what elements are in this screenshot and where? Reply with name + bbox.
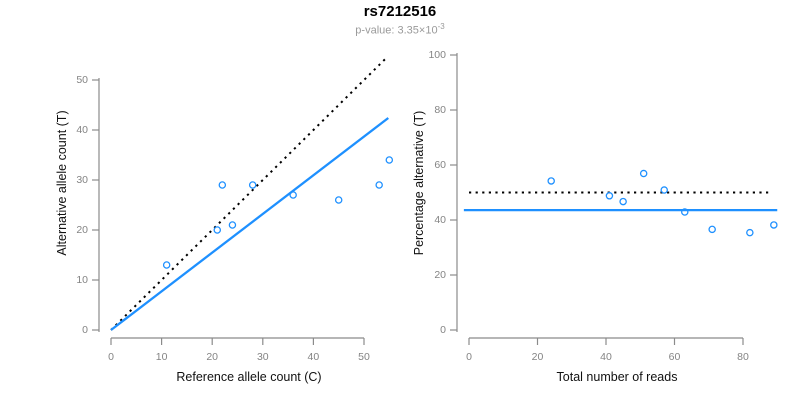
- data-point: [681, 208, 689, 216]
- pvalue-base: p-value: 3.35×10: [355, 24, 438, 37]
- data-point: [289, 191, 297, 199]
- identity-line: [110, 57, 387, 331]
- left-panel: 0 10 20 30 40 50 0 10 20 30 40 50 Reference allele c…: [55, 57, 394, 384]
- x-tick-label: 0: [466, 351, 472, 363]
- data-point: [218, 181, 227, 189]
- data-point: [162, 261, 171, 269]
- page-title: rs7212516: [363, 3, 437, 20]
- data-point: [228, 221, 237, 229]
- data-point: [708, 225, 716, 234]
- y-tick-label: 30: [76, 174, 88, 186]
- x-tick-label: 10: [156, 351, 168, 363]
- y-axis-title: Alternative allele count (T): [55, 110, 69, 255]
- x-tick-label: 60: [669, 351, 681, 363]
- data-point: [660, 186, 668, 194]
- data-point: [375, 181, 383, 189]
- y-tick-label: 40: [434, 214, 446, 226]
- y-tick-label: 80: [434, 104, 446, 116]
- right-panel: 0 20 40 60 80 100 0 20 40 60 80 Total number of rea…: [412, 49, 778, 384]
- data-point: [619, 197, 627, 206]
- y-tick-label: 60: [434, 159, 446, 171]
- x-tick-label: 0: [108, 351, 114, 363]
- y-tick-label: 20: [434, 269, 446, 281]
- x-tick-label: 30: [257, 351, 269, 363]
- data-point: [547, 177, 555, 185]
- y-tick-label: 20: [76, 224, 88, 236]
- data-point: [385, 156, 394, 164]
- data-point: [213, 226, 222, 234]
- y-tick-label: 0: [440, 324, 446, 336]
- pvalue-exponent: -3: [437, 22, 445, 31]
- data-point: [770, 221, 778, 229]
- x-tick-label: 20: [206, 351, 218, 363]
- data-point: [746, 228, 754, 237]
- data-point: [639, 169, 648, 178]
- x-tick-label: 80: [737, 351, 749, 363]
- y-tick-label: 0: [82, 324, 88, 336]
- y-tick-label: 10: [76, 274, 88, 286]
- x-axis-title: Total number of reads: [557, 370, 678, 384]
- x-axis-title: Reference allele count (C): [176, 370, 321, 384]
- y-axis-title: Percentage alternative (T): [412, 111, 426, 256]
- x-tick-label: 40: [600, 351, 612, 363]
- pvalue-subtitle: p-value: 3.35×10-3: [0, 22, 800, 37]
- y-tick-label: 100: [428, 49, 446, 61]
- x-tick-label: 50: [358, 351, 370, 363]
- y-tick-label: 50: [76, 74, 88, 86]
- x-tick-label: 20: [532, 351, 544, 363]
- data-point: [248, 181, 257, 189]
- data-point: [605, 192, 614, 200]
- x-tick-label: 40: [308, 351, 320, 363]
- data-point: [334, 196, 343, 204]
- y-tick-label: 40: [76, 124, 88, 136]
- fit-line: [110, 117, 389, 331]
